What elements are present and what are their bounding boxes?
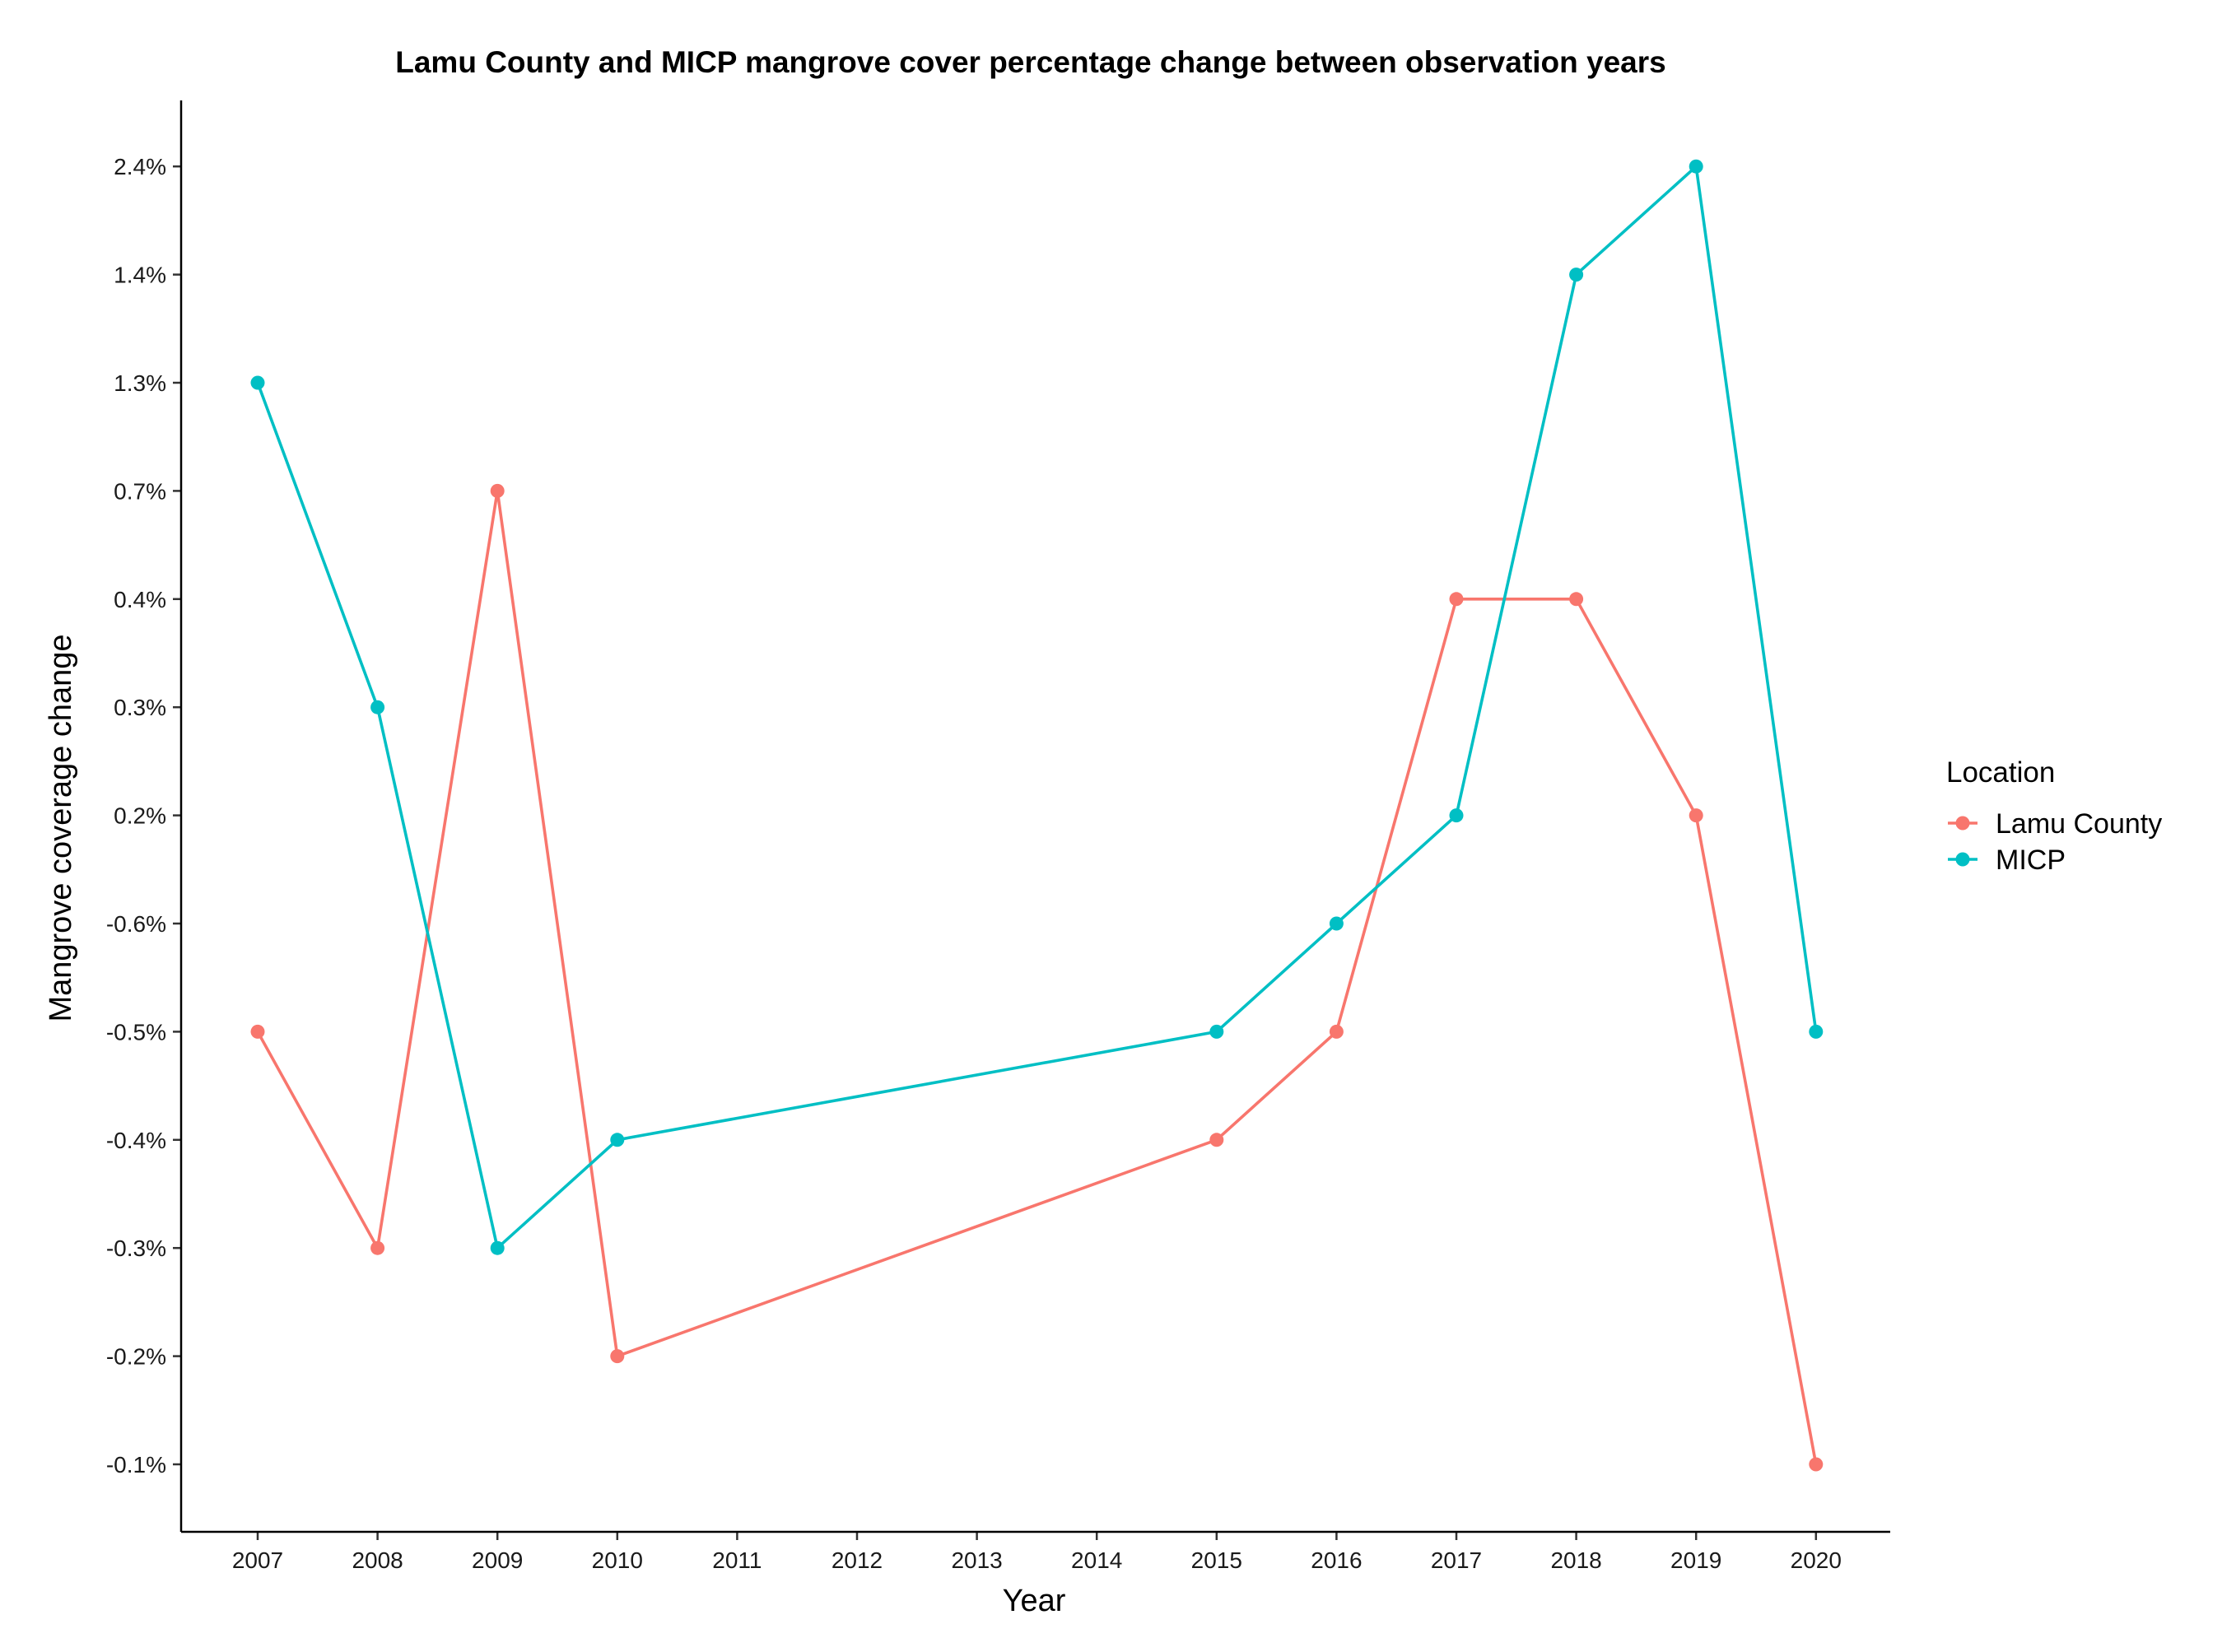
data-point-lamu-county (610, 1349, 625, 1364)
data-point-micp (1209, 1024, 1224, 1039)
data-point-lamu-county (490, 483, 505, 498)
legend-item-micp: MICP (1948, 845, 2066, 876)
x-tick-label: 2019 (1670, 1547, 1721, 1573)
y-tick-label: 1.3% (114, 370, 166, 396)
x-tick-label: 2012 (832, 1547, 883, 1573)
data-point-micp (370, 700, 385, 714)
y-tick-label: -0.6% (106, 911, 166, 937)
data-point-lamu-county (1449, 592, 1464, 607)
y-tick-label: 2.4% (114, 154, 166, 179)
data-point-micp (1809, 1024, 1824, 1039)
y-tick-label: 0.7% (114, 478, 166, 504)
data-point-micp (250, 375, 265, 390)
y-axis: -0.1% -0.2% -0.3% -0.4% -0.5% -0.6% 0.2% 0.3% 0.… (106, 154, 181, 1477)
x-tick-label: 2009 (472, 1547, 523, 1573)
legend-title: Location (1946, 756, 2055, 789)
y-tick-label: 0.3% (114, 695, 166, 720)
y-tick-label: 1.4% (114, 263, 166, 288)
y-tick-label: -0.4% (106, 1128, 166, 1153)
chart-title: Lamu County and MICP mangrove cover perc… (395, 45, 1666, 79)
data-point-lamu-county (1209, 1133, 1224, 1147)
data-point-micp (1689, 159, 1703, 174)
legend-label: Lamu County (1996, 808, 2162, 840)
x-tick-label: 2008 (352, 1547, 403, 1573)
x-tick-label: 2011 (712, 1547, 762, 1573)
x-tick-label: 2014 (1071, 1547, 1122, 1573)
data-point-lamu-county (1329, 1024, 1344, 1039)
series-line-micp (256, 165, 1818, 1249)
x-tick-label: 2016 (1311, 1547, 1362, 1573)
y-tick-label: 0.4% (114, 587, 166, 612)
data-point-lamu-county (1569, 592, 1584, 607)
x-tick-label: 2020 (1791, 1547, 1842, 1573)
data-point-micp (1329, 916, 1344, 931)
y-tick-label: -0.5% (106, 1019, 166, 1045)
data-point-lamu-county (1809, 1457, 1824, 1472)
x-tick-label: 2007 (232, 1547, 283, 1573)
x-tick-label: 2010 (592, 1547, 643, 1573)
x-axis: 2007 2008 2009 2010 2011 2012 2013 2014 2015 2016… (232, 1532, 1842, 1573)
legend-item-lamu-county: Lamu County (1948, 808, 2162, 840)
data-point-lamu-county (250, 1024, 265, 1039)
legend-label: MICP (1996, 845, 2066, 876)
data-point-micp (1449, 808, 1464, 823)
legend-key-marker (1955, 816, 1970, 831)
series-line-lamu-county (256, 489, 1818, 1465)
data-point-lamu-county (370, 1240, 385, 1255)
x-axis-title: Year (1003, 1584, 1066, 1618)
y-tick-label: -0.3% (106, 1236, 166, 1261)
x-tick-label: 2017 (1431, 1547, 1482, 1573)
y-axis-title: Mangrove coverage change (44, 634, 78, 1021)
data-point-micp (490, 1240, 505, 1255)
y-tick-label: -0.1% (106, 1452, 166, 1477)
y-tick-label: -0.2% (106, 1344, 166, 1370)
legend: Location Lamu County MICP (1946, 756, 2162, 876)
data-point-micp (610, 1133, 625, 1147)
y-tick-label: 0.2% (114, 803, 166, 829)
x-tick-label: 2018 (1550, 1547, 1601, 1573)
legend-key-marker (1955, 852, 1970, 867)
x-tick-label: 2015 (1191, 1547, 1242, 1573)
data-point-micp (1569, 268, 1584, 282)
data-point-lamu-county (1689, 808, 1703, 823)
x-tick-label: 2013 (951, 1547, 1002, 1573)
plot-area (250, 159, 1824, 1472)
